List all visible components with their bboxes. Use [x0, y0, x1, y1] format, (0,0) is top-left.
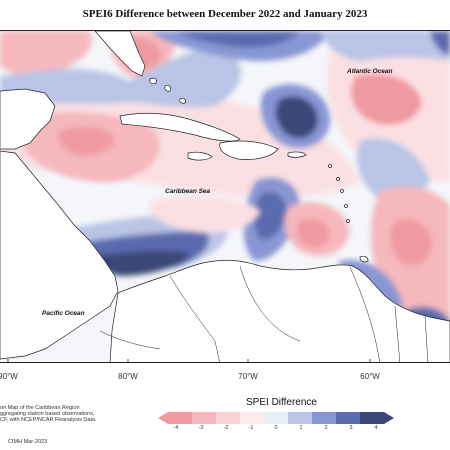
longitude-label-90w: 90°W — [0, 372, 18, 381]
legend-tick-label: 4 — [374, 425, 378, 431]
borders — [99, 265, 429, 362]
field-bahamas-blue — [0, 48, 241, 108]
land-yucatan — [0, 88, 56, 150]
field-lesser-antilles-blue — [356, 138, 430, 201]
field-west-pink-core — [58, 126, 115, 156]
legend-swatch — [336, 412, 361, 424]
island-antilles-1 — [328, 164, 332, 168]
longitude-label-70w: 70°W — [238, 372, 258, 381]
island-puerto-rico — [287, 151, 307, 158]
field-atlantic-pink-core — [351, 73, 422, 125]
legend-swatch — [168, 412, 193, 424]
legend-tick-label: 3 — [349, 425, 353, 431]
island-trinidad — [359, 255, 369, 263]
legend-colorbar — [158, 412, 394, 424]
border-venezuela-interior — [239, 265, 301, 342]
border-ecuador — [99, 330, 161, 350]
border-guyana — [349, 266, 380, 362]
legend-tick-label: -3 — [198, 425, 204, 431]
island-antilles-3 — [340, 189, 344, 193]
label-pacific-ocean: Pacific Ocean — [42, 310, 85, 317]
legend-tick-label: 0 — [274, 425, 278, 431]
island-cuba — [119, 112, 241, 142]
credit-line-2: ggregating station based observations, — [0, 411, 95, 417]
land-south-america — [109, 259, 450, 362]
legend-swatch — [264, 412, 289, 424]
longitude-label-80w: 80°W — [118, 372, 138, 381]
legend-tick-label: 2 — [324, 425, 328, 431]
legend-arrow-low — [158, 412, 168, 424]
field-central-blue-core — [275, 96, 318, 139]
axis-ticks — [7, 359, 371, 362]
legend-tick-label: -1 — [248, 425, 254, 431]
border-french-guiana — [424, 315, 429, 362]
legend-swatch — [360, 412, 385, 424]
field-north-blue-core — [175, 31, 300, 48]
islands — [119, 77, 369, 263]
field-sw-blue-core — [95, 250, 190, 276]
land — [0, 31, 450, 362]
legend-swatch — [192, 412, 217, 424]
field-gulf-pink — [0, 31, 92, 77]
island-bahamas-1 — [149, 77, 157, 85]
label-atlantic-ocean: Atlantic Ocean — [346, 68, 393, 75]
field-south-light-pink — [149, 195, 260, 233]
island-bahamas-2 — [164, 85, 171, 92]
label-caribbean-sea: Caribbean Sea — [165, 188, 211, 195]
island-bahamas-3 — [179, 98, 186, 104]
map-panel: Atlantic Ocean Caribbean Sea Pacific Oce… — [0, 30, 450, 363]
credit-line-1: on Map of the Caribbean Region — [0, 405, 80, 411]
border-colombia-venezuela — [169, 275, 220, 362]
island-hispaniola — [219, 140, 279, 160]
credit-line-3: CF, with NCEP/NCAR Reanalysis Data. — [0, 417, 97, 423]
legend-arrow-high — [384, 412, 394, 424]
longitude-label-60w: 60°W — [360, 372, 380, 381]
island-antilles-2 — [336, 177, 340, 181]
legend-swatch — [216, 412, 241, 424]
field-east-pink-core — [390, 218, 432, 266]
island-jamaica — [187, 151, 213, 161]
border-suriname — [394, 305, 401, 362]
spei-map: Atlantic Ocean Caribbean Sea Pacific Oce… — [0, 31, 450, 362]
legend-title: SPEI Difference — [246, 397, 317, 408]
legend-tick-label: -4 — [173, 425, 179, 431]
legend-swatch — [288, 412, 313, 424]
field-central-caribbean-blue-core — [254, 191, 287, 240]
land-florida — [94, 31, 146, 77]
field-south-pink-core — [296, 218, 330, 248]
field-atlantic-north-blue — [320, 31, 450, 61]
legend-swatch — [240, 412, 265, 424]
credit-line-4: CIMH Mar-2023 — [8, 439, 48, 445]
field-atlantic-ne-blue — [430, 31, 450, 56]
map-title: SPEI6 Difference between December 2022 a… — [82, 8, 368, 20]
legend-tick-label: 1 — [299, 425, 303, 431]
land-central-america — [0, 150, 119, 360]
island-antilles-4 — [344, 204, 348, 208]
legend-tick-label: -2 — [223, 425, 229, 431]
island-antilles-5 — [346, 219, 350, 223]
legend-swatch — [312, 412, 337, 424]
